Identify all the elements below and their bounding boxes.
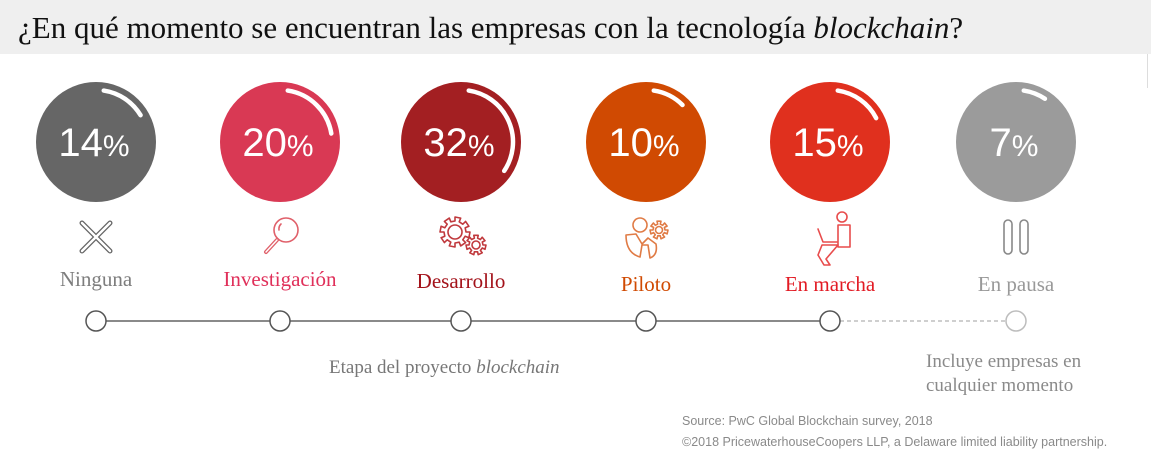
pause-note: Incluye empresas en cualquier momento [926, 350, 1081, 398]
timeline-node [269, 310, 291, 332]
timeline-node [450, 310, 472, 332]
timeline-node [85, 310, 107, 332]
title-suffix: ? [949, 10, 964, 45]
title-text: ¿En qué momento se encuentran las empres… [18, 10, 814, 45]
stat-number: 20 [242, 121, 287, 165]
stat-number: 7 [990, 121, 1012, 165]
stat-percent-sign: % [1012, 130, 1039, 163]
stat-percent-sign: % [468, 130, 495, 163]
frame-edge [1147, 54, 1148, 88]
timeline-node [635, 310, 657, 332]
progress-arc [835, 88, 879, 121]
title-italic: blockchain [813, 10, 950, 45]
x-icon [79, 220, 113, 254]
stat-number: 32 [423, 121, 468, 165]
copyright-text: ©2018 PricewaterhouseCoopers LLP, a Dela… [682, 435, 1108, 449]
stage-label: Piloto [620, 272, 672, 296]
stat-value: 10% [608, 121, 679, 165]
title-bar: ¿En qué momento se encuentran las empres… [0, 0, 1151, 54]
stat-percent-sign: % [103, 130, 130, 163]
stat-percent-sign: % [653, 130, 680, 163]
stat-value: 20% [242, 121, 313, 165]
stat-circle [220, 82, 340, 202]
gears-icon [439, 216, 487, 256]
stat-circle [770, 82, 890, 202]
axis-label-italic: blockchain [476, 357, 560, 378]
magnifier-icon [264, 217, 299, 254]
chart-title: ¿En qué momento se encuentran las empres… [18, 10, 963, 46]
stage-label: En marcha [784, 272, 876, 296]
timeline-node [1005, 310, 1027, 332]
stat-circle [36, 82, 156, 202]
stage-label: Ninguna [59, 267, 133, 291]
progress-arc [101, 88, 143, 118]
stage-label: Desarrollo [416, 269, 506, 293]
stage-label: En pausa [977, 272, 1055, 296]
stat-percent-sign: % [837, 130, 864, 163]
timeline-node [819, 310, 841, 332]
person-laptop-icon [817, 211, 851, 266]
note-line-1: Incluye empresas en [926, 351, 1082, 372]
axis-label-text: Etapa del proyecto [329, 357, 477, 378]
note-line-2: cualquier momento [926, 375, 1074, 396]
stat-value: 14% [58, 121, 129, 165]
stat-percent-sign: % [287, 130, 314, 163]
stage-label: Investigación [223, 267, 337, 291]
stat-number: 10 [608, 121, 653, 165]
source-text: Source: PwC Global Blockchain survey, 20… [682, 414, 933, 428]
stat-value: 15% [792, 121, 863, 165]
progress-arc [651, 88, 685, 108]
pause-icon [1003, 219, 1029, 255]
stat-circle [401, 82, 521, 202]
person-gear-icon [625, 217, 669, 259]
progress-arc [285, 88, 334, 136]
x-axis-label: Etapa del proyecto blockchain [329, 357, 560, 379]
progress-arc [1021, 88, 1048, 102]
stat-number: 14 [58, 121, 103, 165]
progress-arc [466, 88, 516, 174]
stat-circle [586, 82, 706, 202]
stat-value: 7% [990, 121, 1039, 165]
stat-value: 32% [423, 121, 494, 165]
stat-number: 15 [792, 121, 837, 165]
stat-circle [956, 82, 1076, 202]
